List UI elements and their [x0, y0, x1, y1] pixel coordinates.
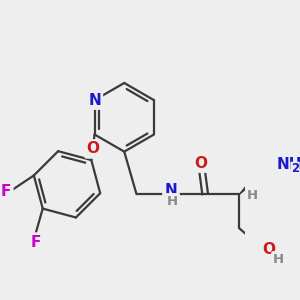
Text: H: H	[167, 195, 178, 208]
Text: H: H	[247, 189, 258, 202]
Text: O: O	[195, 156, 208, 171]
Text: N: N	[164, 183, 177, 198]
Text: N: N	[88, 93, 101, 108]
Text: O: O	[262, 242, 275, 257]
Text: H: H	[273, 253, 284, 266]
Text: O: O	[86, 141, 99, 156]
Text: F: F	[31, 235, 41, 250]
Text: 2: 2	[291, 162, 299, 175]
Text: NH: NH	[277, 157, 300, 172]
Text: F: F	[1, 184, 11, 199]
Polygon shape	[239, 165, 268, 194]
